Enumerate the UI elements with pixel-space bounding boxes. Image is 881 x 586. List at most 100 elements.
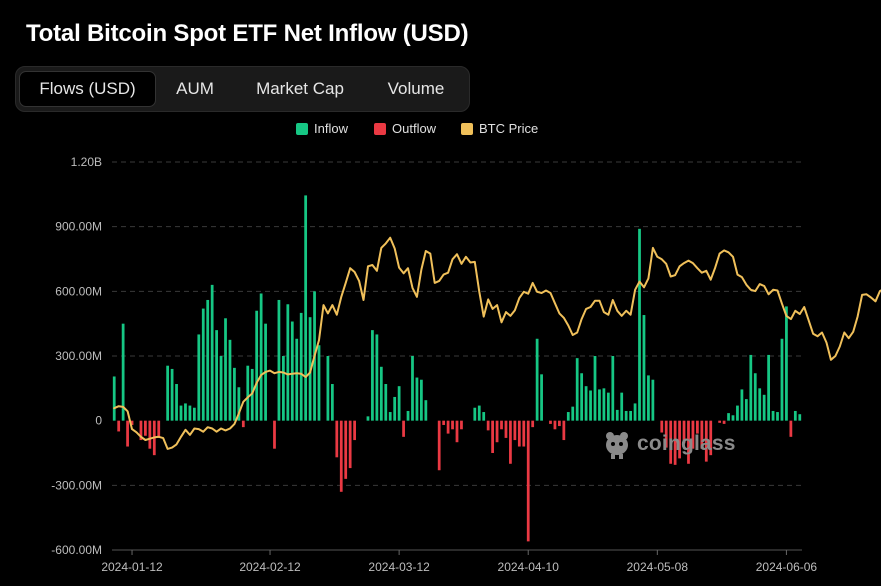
inflow-bar xyxy=(593,356,597,421)
inflow-bar xyxy=(375,334,379,421)
inflow-bar xyxy=(575,358,579,421)
inflow-bar xyxy=(540,374,543,421)
outflow-bar xyxy=(451,420,454,430)
outflow-bar xyxy=(718,420,722,423)
inflow-bar xyxy=(121,323,125,421)
coinglass-logo-icon xyxy=(606,432,628,459)
inflow-bar xyxy=(473,407,477,421)
inflow-bar xyxy=(753,373,757,421)
tab-aum[interactable]: AUM xyxy=(176,79,214,98)
inflow-bar xyxy=(366,416,370,421)
inflow-bar xyxy=(584,386,588,421)
inflow-bar xyxy=(210,284,214,421)
inflow-bar xyxy=(535,338,539,421)
outflow-bar xyxy=(130,420,134,425)
y-tick-label: 900.00M xyxy=(55,220,102,234)
legend-label-outflow: Outflow xyxy=(392,121,437,136)
inflow-bar xyxy=(651,379,655,421)
outflow-bar xyxy=(700,420,704,449)
inflow-bar xyxy=(571,406,575,421)
inflow-bar xyxy=(166,365,170,421)
inflow-bar xyxy=(736,405,739,421)
inflow-bar xyxy=(740,389,744,421)
inflow-bar xyxy=(388,412,392,421)
outflow-bar xyxy=(148,420,152,449)
outflow-bar xyxy=(696,420,699,434)
inflow-bar xyxy=(415,377,419,421)
x-tick-label: 2024-03-12 xyxy=(368,560,430,574)
inflow-bar xyxy=(629,410,632,421)
price-line-layer xyxy=(113,236,881,450)
inflow-bar xyxy=(290,321,294,421)
inflow-bar xyxy=(482,412,486,421)
outflow-bar xyxy=(669,420,673,464)
outflow-bar xyxy=(522,420,526,447)
outflow-bar xyxy=(722,420,726,424)
tab-market-cap[interactable]: Market Cap xyxy=(256,79,344,98)
outflow-bar xyxy=(437,420,441,471)
x-tick-label: 2024-04-10 xyxy=(498,560,560,574)
inflow-bar xyxy=(758,388,762,421)
x-tick-label: 2024-06-06 xyxy=(756,560,818,574)
inflow-bar xyxy=(611,356,615,421)
outflow-bar xyxy=(678,420,681,459)
inflow-bar xyxy=(250,368,254,421)
inflow-bar xyxy=(580,373,584,421)
outflow-bar xyxy=(353,420,356,441)
outflow-bar xyxy=(682,420,686,444)
inflow-bar xyxy=(304,195,308,421)
outflow-bar xyxy=(335,420,339,458)
inflow-bar xyxy=(776,412,779,421)
inflow-bar xyxy=(749,354,753,421)
inflow-bar xyxy=(170,368,174,421)
inflow-bar xyxy=(175,384,178,421)
outflow-bar xyxy=(704,420,708,462)
grid-layer xyxy=(112,161,802,551)
inflow-bar xyxy=(406,410,410,421)
inflow-bar xyxy=(330,384,334,421)
inflow-bar xyxy=(282,356,285,421)
inflow-bar xyxy=(647,375,650,421)
outflow-bar xyxy=(531,420,535,428)
inflow-bar xyxy=(179,405,183,421)
inflow-bar xyxy=(598,389,601,421)
outflow-bar xyxy=(486,420,490,431)
inflow-bar xyxy=(393,396,397,421)
inflow-bar xyxy=(188,405,192,421)
inflow-bar xyxy=(184,403,187,421)
outflow-bar xyxy=(509,420,512,464)
watermark-text: coinglass xyxy=(637,432,736,455)
tab-flows-usd[interactable]: Flows (USD) xyxy=(19,71,156,107)
outflow-bar xyxy=(344,420,348,479)
inflow-bar xyxy=(277,299,281,421)
inflow-bar xyxy=(299,312,303,421)
outflow-bar xyxy=(504,420,508,438)
y-tick-label: 0 xyxy=(95,414,102,428)
inflow-bar xyxy=(731,415,735,421)
outflow-bar xyxy=(549,420,552,424)
inflow-bar xyxy=(642,315,646,421)
y-tick-label: -600.00M xyxy=(51,543,102,557)
y-tick-label: 300.00M xyxy=(55,349,102,363)
inflow-bar xyxy=(384,384,388,421)
outflow-bar xyxy=(673,420,677,465)
inflow-bar xyxy=(295,338,299,421)
inflow-bar xyxy=(397,386,401,421)
x-tick-label: 2024-02-12 xyxy=(239,560,301,574)
inflow-bar xyxy=(785,306,788,421)
inflow-bar xyxy=(615,409,619,421)
inflow-bar xyxy=(798,414,802,421)
tab-volume[interactable]: Volume xyxy=(387,79,445,98)
inflow-bar xyxy=(411,356,414,421)
inflow-bar xyxy=(633,403,637,421)
legend-swatch-inflow xyxy=(296,123,308,135)
metric-tabs: Flows (USD) AUM Market Cap Volume xyxy=(15,66,470,112)
inflow-bar xyxy=(215,330,218,421)
y-tick-label: 600.00M xyxy=(55,284,102,298)
inflow-bar xyxy=(237,387,241,421)
outflow-bar xyxy=(491,420,494,453)
outflow-bar xyxy=(660,420,664,433)
outflow-bar xyxy=(789,420,793,437)
legend-label-btc-price: BTC Price xyxy=(479,121,539,136)
